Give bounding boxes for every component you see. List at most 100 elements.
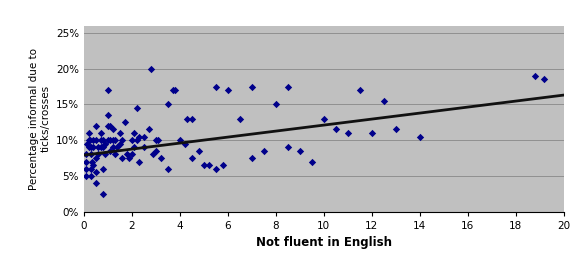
Point (96, 138, 105, 142)
Point (132, 106, 141, 110)
Point (94, 145, 103, 149)
Point (106, 124, 115, 128)
Point (132, 138, 141, 142)
Point (113, 145, 122, 149)
Point (355, 88, 364, 92)
Point (180, 142, 189, 146)
Point (86, 145, 95, 149)
Point (379, 99, 388, 103)
Point (259, 149, 268, 153)
Point (283, 145, 292, 149)
Point (81, 152, 91, 156)
Point (81, 174, 91, 178)
Point (223, 88, 232, 92)
Point (175, 138, 184, 142)
Point (211, 84, 220, 88)
Point (89, 163, 98, 167)
Point (91, 181, 101, 185)
Point (319, 117, 328, 121)
Point (91, 170, 101, 174)
Point (271, 102, 280, 107)
Point (247, 156, 257, 160)
Point (101, 152, 110, 156)
Point (151, 149, 160, 153)
Point (146, 67, 155, 71)
Point (127, 138, 136, 142)
Point (98, 192, 108, 196)
Point (171, 88, 180, 92)
Point (307, 159, 316, 164)
Point (86, 174, 95, 178)
Point (151, 138, 160, 142)
Point (96, 145, 105, 149)
Point (331, 127, 340, 132)
Point (194, 149, 203, 153)
Point (81, 167, 91, 171)
Point (187, 156, 197, 160)
Point (98, 167, 108, 171)
Point (91, 156, 101, 160)
Point (530, 74, 539, 78)
Point (204, 163, 213, 167)
Point (103, 113, 112, 117)
Point (108, 127, 117, 132)
Point (168, 88, 177, 92)
Point (84, 145, 93, 149)
Point (117, 156, 127, 160)
Point (129, 131, 139, 135)
Point (120, 120, 129, 124)
Point (91, 138, 101, 142)
Point (367, 131, 376, 135)
Point (94, 152, 103, 156)
Point (415, 134, 424, 139)
Point (85, 138, 94, 142)
Point (540, 77, 549, 82)
Point (139, 145, 149, 149)
Point (115, 142, 124, 146)
Point (84, 131, 93, 135)
Point (144, 127, 153, 132)
Point (83, 142, 92, 146)
Point (91, 124, 101, 128)
Point (182, 117, 191, 121)
Point (89, 145, 98, 149)
Point (88, 159, 97, 164)
Point (103, 138, 112, 142)
Point (154, 138, 163, 142)
Point (108, 138, 117, 142)
Point (86, 167, 95, 171)
Point (123, 152, 132, 156)
Point (129, 145, 139, 149)
X-axis label: Not fluent in English: Not fluent in English (255, 236, 392, 249)
Point (96, 131, 105, 135)
Point (106, 138, 115, 142)
Point (98, 138, 108, 142)
Point (134, 159, 143, 164)
Point (295, 149, 304, 153)
Point (115, 131, 124, 135)
Point (108, 145, 117, 149)
Point (81, 159, 91, 164)
Point (283, 84, 292, 88)
Point (343, 131, 352, 135)
Point (89, 138, 98, 142)
Point (134, 134, 143, 139)
Point (156, 156, 165, 160)
Point (103, 88, 112, 92)
Point (125, 156, 134, 160)
Point (163, 167, 172, 171)
Point (391, 127, 400, 132)
Point (218, 163, 228, 167)
Point (117, 138, 127, 142)
Point (106, 149, 115, 153)
Point (103, 124, 112, 128)
Point (187, 117, 197, 121)
Y-axis label: Percentage informal due to
ticks/crosses: Percentage informal due to ticks/crosses (29, 48, 50, 190)
Point (98, 145, 108, 149)
Point (211, 167, 220, 171)
Point (163, 102, 172, 107)
Point (139, 134, 149, 139)
Point (110, 138, 120, 142)
Point (101, 142, 110, 146)
Point (127, 152, 136, 156)
